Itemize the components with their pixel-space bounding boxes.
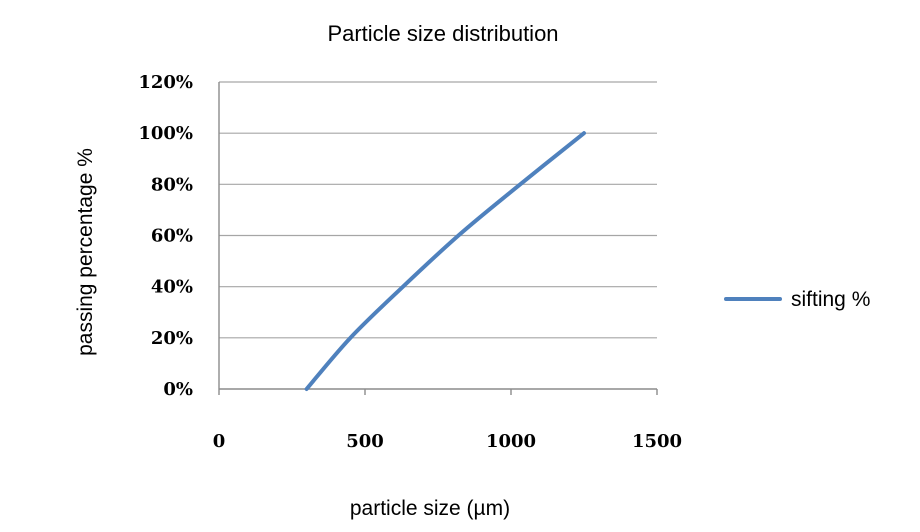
chart-title: Particle size distribution [327,21,558,46]
y-tick-label: 100% [138,123,193,144]
y-tick-label: 80% [151,174,193,195]
x-axis-label: particle size (µm) [350,497,510,520]
legend-label: sifting % [791,288,870,311]
y-tick-label: 60% [151,226,193,247]
y-axis-label: passing percentage % [74,148,97,356]
x-tick-label: 1000 [486,431,536,452]
legend: sifting % [724,288,870,311]
y-tick-label: 120% [138,72,193,93]
x-tick-label: 0 [213,431,226,452]
series-layer [304,131,586,391]
x-tick-labels: 0 500 1000 1500 [213,431,682,452]
y-tick-label: 40% [151,277,193,298]
y-tick-label: 0% [163,379,193,400]
x-tick-label: 500 [346,431,384,452]
axes [218,82,658,395]
y-tick-labels: 0% 20% 40% 60% 80% 100% 120% [138,72,193,400]
y-tick-label: 20% [151,328,193,349]
x-tick-label: 1500 [632,431,682,452]
grid-lines [219,81,657,339]
series-line-sifting [304,131,586,391]
